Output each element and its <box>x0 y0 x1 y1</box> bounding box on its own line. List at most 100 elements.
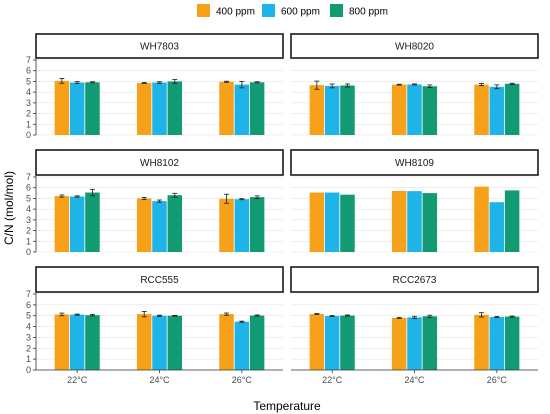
facet-strip <box>290 33 539 59</box>
facet-title: WH7803 <box>140 42 179 53</box>
y-tick-label: 3 <box>26 215 31 225</box>
legend-swatch-1 <box>197 4 210 17</box>
y-tick-label: 1 <box>26 119 31 129</box>
y-tick-label: 5 <box>26 311 31 321</box>
facet-strip <box>290 266 539 293</box>
bar <box>85 315 100 370</box>
bar <box>407 317 422 370</box>
bar <box>167 81 183 135</box>
bar <box>249 315 265 370</box>
bar <box>324 85 340 135</box>
y-tick-label: 0 <box>26 130 31 140</box>
bar <box>340 315 355 370</box>
legend: 400 ppm 600 ppm 800 ppm <box>197 4 388 18</box>
x-tick-label: 24°C <box>404 375 425 385</box>
y-tick-label: 4 <box>26 87 31 97</box>
bar <box>152 82 167 135</box>
bar <box>309 192 325 252</box>
y-tick-label: 7 <box>26 55 31 65</box>
bar <box>136 314 152 370</box>
y-tick-label: 4 <box>26 204 31 214</box>
bar <box>391 84 407 135</box>
bar <box>249 82 265 135</box>
bar <box>85 192 100 252</box>
legend-swatch-2 <box>262 4 275 17</box>
bar <box>167 195 183 252</box>
facet-panel-rcc2673: RCC2673 22°C 24°C 26°C <box>290 266 539 385</box>
facet-strip <box>290 149 539 176</box>
bar <box>474 314 489 370</box>
bar <box>152 201 167 252</box>
legend-label: 600 ppm <box>281 7 320 18</box>
bar <box>340 194 355 252</box>
x-tick-label: 22°C <box>322 375 343 385</box>
bar <box>324 316 340 370</box>
bar <box>136 83 152 135</box>
facet-title: WH8020 <box>395 42 434 53</box>
bar <box>85 82 100 135</box>
y-tick-label: 3 <box>26 98 31 108</box>
y-tick-label: 6 <box>26 66 31 76</box>
bar <box>69 196 85 252</box>
bar <box>54 80 70 135</box>
bar <box>340 85 355 135</box>
y-axis-title: C/N (mol/mol) <box>2 171 16 245</box>
y-tick-label: 0 <box>26 247 31 257</box>
x-axis-title: Temperature <box>253 399 321 413</box>
bar <box>474 84 489 135</box>
bar <box>249 197 265 252</box>
bar <box>54 314 70 370</box>
y-tick-label: 7 <box>26 172 31 182</box>
y-tick-label: 6 <box>26 300 31 310</box>
y-tick-label: 6 <box>26 183 31 193</box>
x-tick-label: 22°C <box>67 375 88 385</box>
x-tick-label: 26°C <box>487 375 508 385</box>
facet-title: WH8102 <box>140 158 179 169</box>
y-tick-label: 2 <box>26 109 31 119</box>
bar <box>489 317 505 370</box>
facet-panel-wh8109: WH8109 <box>290 149 539 253</box>
bar <box>219 314 234 370</box>
bar <box>234 199 250 252</box>
y-tick-label: 0 <box>26 365 31 375</box>
legend-item: 400 ppm <box>197 4 255 18</box>
bar <box>167 315 183 370</box>
bar <box>69 314 85 370</box>
bar <box>489 86 505 135</box>
facet-strip <box>35 266 284 293</box>
bar <box>324 192 340 252</box>
bar <box>69 82 85 135</box>
bar <box>504 316 520 370</box>
facet-strip <box>35 33 284 59</box>
bar <box>54 196 70 252</box>
bar <box>152 315 167 370</box>
y-tick-label: 4 <box>26 322 31 332</box>
bar <box>422 86 438 135</box>
y-tick-label: 1 <box>26 236 31 246</box>
y-tick-label: 5 <box>26 76 31 86</box>
bar <box>407 84 422 135</box>
bar <box>422 193 438 252</box>
bar <box>391 190 407 252</box>
bar <box>136 198 152 252</box>
bar <box>219 81 234 135</box>
bar <box>391 317 407 370</box>
facet-panel-wh8020: WH8020 <box>290 33 539 136</box>
x-tick-label: 26°C <box>232 375 253 385</box>
facet-title: RCC2673 <box>393 275 437 286</box>
bar <box>234 84 250 135</box>
y-tick-label: 3 <box>26 332 31 342</box>
bar <box>504 83 520 135</box>
bar <box>407 191 422 252</box>
bar <box>474 186 489 252</box>
facet-title: RCC555 <box>140 275 179 286</box>
x-tick-label: 24°C <box>149 375 170 385</box>
bar <box>309 85 325 135</box>
bar <box>489 202 505 252</box>
y-tick-label: 1 <box>26 354 31 364</box>
facet-strip <box>35 149 284 176</box>
